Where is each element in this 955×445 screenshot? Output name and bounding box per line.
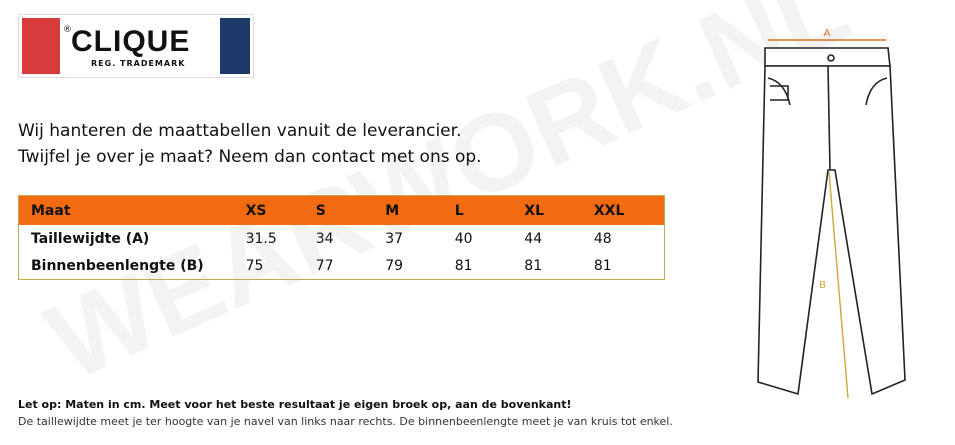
logo-tagline: REG. TRADEMARK [91,59,186,68]
cell: XS [245,195,316,225]
intro-line: Wij hanteren de maattabellen vanuit de l… [18,121,462,141]
pants-diagram: A B [757,28,906,399]
cell: 81 [454,257,473,274]
cell: 44 [524,230,543,247]
intro-line: Twijfel je over je maat? Neem dan contac… [18,147,482,167]
cell: 77 [315,257,334,274]
row-label: Binnenbeenlengte (B) [31,257,204,274]
cell: S [315,195,386,225]
table-row: Binnenbeenlengte (B) 75 77 79 81 81 81 [19,252,665,280]
label-b: B [819,280,826,291]
table-row: Taillewijdte (A) 31.5 34 37 40 44 48 [19,225,665,252]
size-table: Maat XS S M L XL XXL Taillewijdte (A) 31.5 34 37 40… [18,195,665,280]
logo-red [22,18,60,74]
row-label: Maat [18,195,246,225]
label-a: A [824,28,831,39]
cell: 40 [454,230,473,247]
cell: 37 [385,230,404,247]
cell: 81 [524,257,543,274]
note: Let op: Maten in cm. Meet voor het beste… [18,398,572,411]
cell: 79 [385,257,404,274]
cell: 48 [593,230,612,247]
dimension-b [828,171,849,399]
cell: XXL [593,195,665,225]
cell: 75 [245,257,264,274]
logo: ® CLIQUE REG. TRADEMARK [18,14,254,78]
cell: L [454,195,525,225]
cell: 31.5 [245,230,277,247]
logo-blue [220,18,250,74]
table-row: Maat XS S M L XL XXL [18,195,665,225]
logo-name: CLIQUE [71,25,191,58]
note: De taillewijdte meet je ter hoogte van j… [18,415,673,428]
row-label: Taillewijdte (A) [31,230,150,247]
cell: XL [524,195,594,225]
cell: 34 [315,230,334,247]
cell: 81 [593,257,612,274]
cell: M [385,195,455,225]
logo-mark: ® [63,25,72,35]
